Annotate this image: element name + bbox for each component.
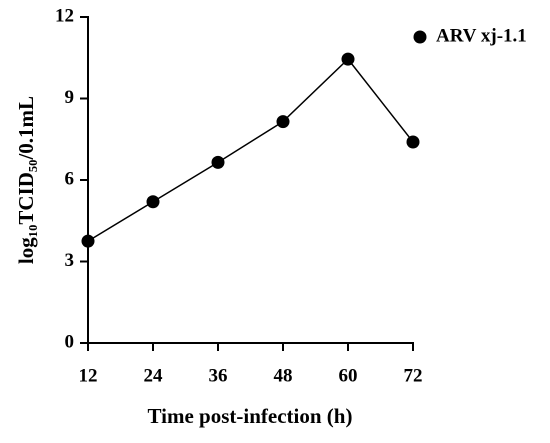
y-tick-label: 12 bbox=[55, 5, 74, 26]
data-point bbox=[81, 234, 95, 248]
x-tick-label: 48 bbox=[274, 365, 293, 386]
y-tick-label: 3 bbox=[65, 250, 75, 271]
data-point bbox=[146, 195, 160, 209]
x-axis-label: Time post-infection (h) bbox=[148, 404, 353, 428]
data-point bbox=[341, 52, 355, 66]
data-point bbox=[211, 155, 225, 169]
series-line bbox=[87, 57, 414, 242]
x-tick-label: 24 bbox=[144, 365, 164, 386]
legend-marker bbox=[413, 30, 427, 44]
y-axis-label: log₁₀TCID₅₀/0.1mL bbox=[14, 96, 38, 264]
y-tick-label: 0 bbox=[65, 331, 75, 352]
y-tick-label: 9 bbox=[65, 87, 75, 108]
data-point bbox=[406, 135, 420, 149]
x-tick-label: 36 bbox=[209, 365, 228, 386]
x-tick-label: 72 bbox=[404, 365, 423, 386]
data-point bbox=[276, 115, 290, 129]
x-tick-label: 60 bbox=[339, 365, 358, 386]
legend-label: ARV xj-1.1 bbox=[436, 25, 527, 46]
x-tick-label: 12 bbox=[79, 365, 98, 386]
y-tick-label: 6 bbox=[65, 168, 75, 189]
